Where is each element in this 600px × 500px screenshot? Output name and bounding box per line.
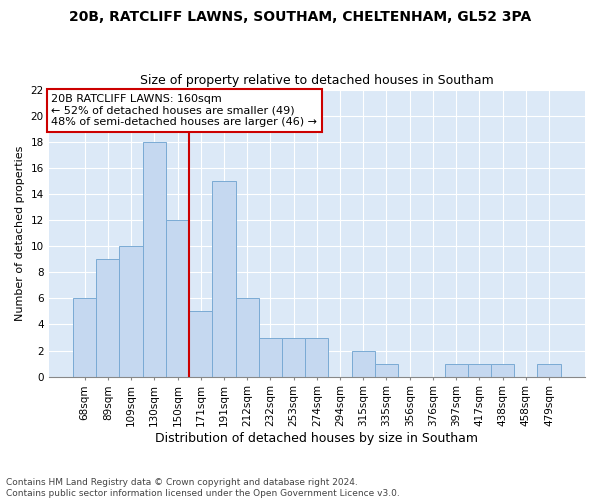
Bar bbox=[305, 338, 328, 376]
Bar bbox=[143, 142, 166, 376]
Bar bbox=[538, 364, 560, 376]
Text: Contains HM Land Registry data © Crown copyright and database right 2024.
Contai: Contains HM Land Registry data © Crown c… bbox=[6, 478, 400, 498]
Bar bbox=[282, 338, 305, 376]
Title: Size of property relative to detached houses in Southam: Size of property relative to detached ho… bbox=[140, 74, 494, 87]
Bar bbox=[445, 364, 468, 376]
Bar bbox=[73, 298, 96, 376]
Bar bbox=[189, 312, 212, 376]
Text: 20B, RATCLIFF LAWNS, SOUTHAM, CHELTENHAM, GL52 3PA: 20B, RATCLIFF LAWNS, SOUTHAM, CHELTENHAM… bbox=[69, 10, 531, 24]
Bar bbox=[96, 259, 119, 376]
X-axis label: Distribution of detached houses by size in Southam: Distribution of detached houses by size … bbox=[155, 432, 478, 445]
Text: 20B RATCLIFF LAWNS: 160sqm
← 52% of detached houses are smaller (49)
48% of semi: 20B RATCLIFF LAWNS: 160sqm ← 52% of deta… bbox=[52, 94, 317, 127]
Bar bbox=[119, 246, 143, 376]
Bar bbox=[375, 364, 398, 376]
Y-axis label: Number of detached properties: Number of detached properties bbox=[15, 146, 25, 321]
Bar bbox=[491, 364, 514, 376]
Bar bbox=[236, 298, 259, 376]
Bar bbox=[468, 364, 491, 376]
Bar bbox=[259, 338, 282, 376]
Bar bbox=[352, 350, 375, 376]
Bar bbox=[166, 220, 189, 376]
Bar bbox=[212, 181, 236, 376]
